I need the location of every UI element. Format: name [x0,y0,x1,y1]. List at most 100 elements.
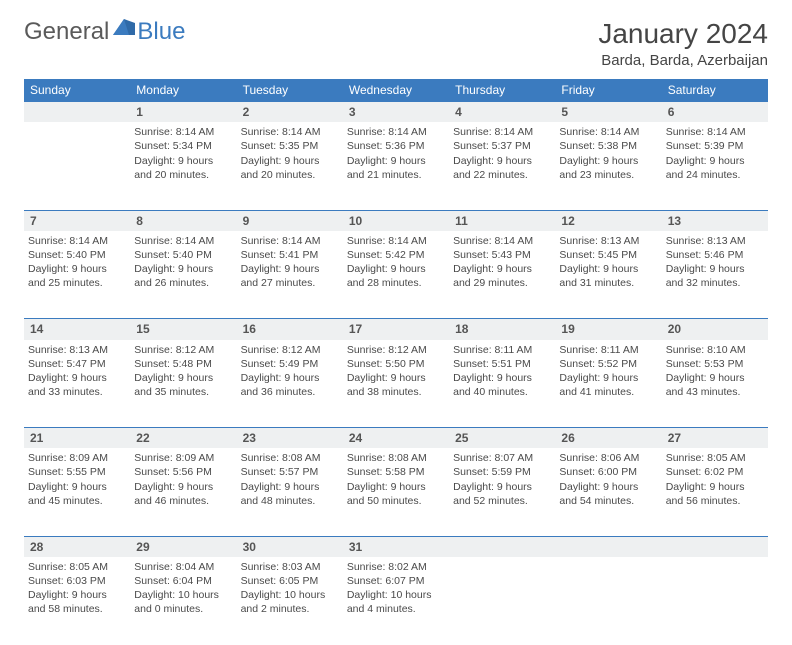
day-number: 7 [24,210,130,231]
day-number [555,536,661,557]
day-number-row: 123456 [24,102,768,123]
calendar-body: 123456Sunrise: 8:14 AMSunset: 5:34 PMDay… [24,102,768,645]
day-cell-line: and 4 minutes. [347,602,445,616]
day-number: 6 [662,102,768,123]
logo-flag-icon [113,19,135,35]
day-cell-line: Sunset: 5:46 PM [666,248,764,262]
day-cell-line: and 41 minutes. [559,385,657,399]
day-number: 29 [130,536,236,557]
day-cell-line: Sunrise: 8:14 AM [453,125,551,139]
day-cell-line: Sunset: 5:40 PM [134,248,232,262]
day-cell-line: Sunrise: 8:07 AM [453,451,551,465]
day-cell-line: and 20 minutes. [241,168,339,182]
day-number: 23 [237,428,343,449]
day-cell-line: Daylight: 9 hours [666,262,764,276]
day-cell-line: Sunrise: 8:11 AM [559,343,657,357]
day-cell-line: Sunset: 5:53 PM [666,357,764,371]
day-cell-line: Daylight: 9 hours [28,262,126,276]
weekday-header: Saturday [662,79,768,102]
day-cell-line: Sunrise: 8:14 AM [559,125,657,139]
day-cell: Sunrise: 8:09 AMSunset: 5:55 PMDaylight:… [24,448,130,536]
day-cell-line: Sunset: 5:59 PM [453,465,551,479]
day-cell: Sunrise: 8:12 AMSunset: 5:50 PMDaylight:… [343,340,449,428]
day-cell-line: Sunrise: 8:14 AM [134,125,232,139]
day-cell-line: and 26 minutes. [134,276,232,290]
day-cell: Sunrise: 8:03 AMSunset: 6:05 PMDaylight:… [237,557,343,645]
day-cell-line: Daylight: 9 hours [241,480,339,494]
day-cell-line: Daylight: 9 hours [347,371,445,385]
day-cell-line: Daylight: 9 hours [241,262,339,276]
day-cell-line: Sunrise: 8:11 AM [453,343,551,357]
weekday-header: Friday [555,79,661,102]
day-cell-line: Sunset: 5:38 PM [559,139,657,153]
day-cell-line: Sunrise: 8:05 AM [666,451,764,465]
day-cell-line: Sunrise: 8:08 AM [241,451,339,465]
day-cell-line: and 33 minutes. [28,385,126,399]
day-number: 1 [130,102,236,123]
day-cell-line: Sunset: 5:41 PM [241,248,339,262]
day-cell-line: Sunrise: 8:12 AM [241,343,339,357]
day-cell-line: Sunrise: 8:03 AM [241,560,339,574]
day-cell: Sunrise: 8:14 AMSunset: 5:34 PMDaylight:… [130,122,236,210]
day-cell-line: Sunrise: 8:14 AM [241,234,339,248]
day-cell-line: and 35 minutes. [134,385,232,399]
day-number: 20 [662,319,768,340]
day-number [24,102,130,123]
day-cell-line: Sunrise: 8:06 AM [559,451,657,465]
logo-text-blue: Blue [137,18,185,46]
day-number: 11 [449,210,555,231]
day-cell-line: Daylight: 9 hours [28,588,126,602]
day-cell-line: Daylight: 10 hours [347,588,445,602]
day-cell: Sunrise: 8:14 AMSunset: 5:37 PMDaylight:… [449,122,555,210]
weekday-header: Wednesday [343,79,449,102]
day-cell: Sunrise: 8:14 AMSunset: 5:42 PMDaylight:… [343,231,449,319]
day-cell-line: Sunrise: 8:13 AM [666,234,764,248]
day-cell-line: Daylight: 9 hours [559,480,657,494]
day-cell-line: Sunrise: 8:05 AM [28,560,126,574]
day-cell-line: and 0 minutes. [134,602,232,616]
weekday-header: Tuesday [237,79,343,102]
day-cell-line: Sunset: 5:34 PM [134,139,232,153]
day-cell-line: Sunrise: 8:14 AM [453,234,551,248]
day-cell [555,557,661,645]
day-cell: Sunrise: 8:07 AMSunset: 5:59 PMDaylight:… [449,448,555,536]
day-number: 4 [449,102,555,123]
day-cell-line: Daylight: 9 hours [666,480,764,494]
day-cell-line: Daylight: 9 hours [28,371,126,385]
day-cell-line: Sunrise: 8:13 AM [559,234,657,248]
day-number: 14 [24,319,130,340]
title-block: January 2024 Barda, Barda, Azerbaijan [598,18,768,69]
day-number: 12 [555,210,661,231]
day-cell-line: Sunset: 6:05 PM [241,574,339,588]
day-cell-line: Sunset: 5:43 PM [453,248,551,262]
day-number: 26 [555,428,661,449]
day-cell-line: Daylight: 9 hours [453,262,551,276]
day-cell-line: Sunset: 5:50 PM [347,357,445,371]
day-content-row: Sunrise: 8:05 AMSunset: 6:03 PMDaylight:… [24,557,768,645]
day-cell: Sunrise: 8:13 AMSunset: 5:46 PMDaylight:… [662,231,768,319]
day-cell-line: and 28 minutes. [347,276,445,290]
day-cell-line: Daylight: 9 hours [559,262,657,276]
day-cell-line: Sunset: 5:58 PM [347,465,445,479]
day-cell-line: Daylight: 9 hours [134,480,232,494]
calendar-table: Sunday Monday Tuesday Wednesday Thursday… [24,79,768,645]
day-content-row: Sunrise: 8:14 AM Sunset: 5:40 PM Daylight:… [24,231,768,319]
day-number-row: 28293031 [24,536,768,557]
day-cell-line: Daylight: 9 hours [453,154,551,168]
weekday-header: Sunday [24,79,130,102]
day-cell-line: and 38 minutes. [347,385,445,399]
location: Barda, Barda, Azerbaijan [598,52,768,69]
day-number: 3 [343,102,449,123]
day-cell: Sunrise: 8:09 AMSunset: 5:56 PMDaylight:… [130,448,236,536]
day-cell-line: Daylight: 9 hours [347,480,445,494]
month-title: January 2024 [598,18,768,50]
day-number: 24 [343,428,449,449]
day-number: 19 [555,319,661,340]
day-cell-line: Sunset: 5:45 PM [559,248,657,262]
day-cell-line: and 45 minutes. [28,494,126,508]
day-cell: Sunrise: 8:14 AMSunset: 5:35 PMDaylight:… [237,122,343,210]
day-cell-line: Sunrise: 8:14 AM [666,125,764,139]
day-number: 17 [343,319,449,340]
day-cell-line: Sunset: 6:02 PM [666,465,764,479]
day-number: 2 [237,102,343,123]
